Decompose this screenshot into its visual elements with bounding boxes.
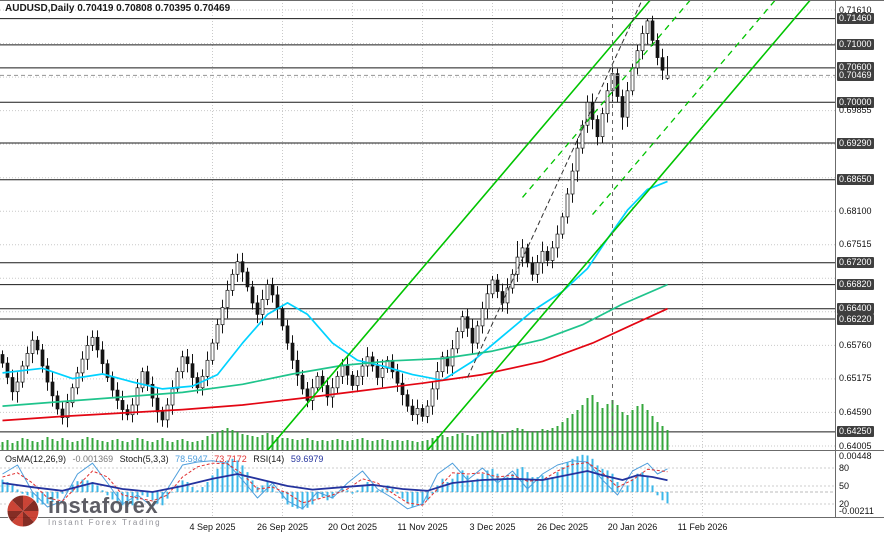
channel-line-lower <box>266 0 652 450</box>
indicator-axis-label: 0.00448 <box>839 450 872 461</box>
ma-mid-green <box>2 283 668 407</box>
price-axis-label: 0.64590 <box>839 406 872 417</box>
time-axis-label: 4 Sep 2025 <box>189 522 236 532</box>
price-level-label: 0.64250 <box>837 426 874 438</box>
time-axis-label: 11 Nov 2025 <box>397 522 448 532</box>
price-level-label: 0.66400 <box>837 303 874 315</box>
stoch-k-value: 78.5947 <box>175 454 208 464</box>
price-level-label: 0.69290 <box>837 137 874 149</box>
rsi-label: RSI(14) <box>253 454 285 464</box>
osma-histogram <box>1 454 669 510</box>
price-level-label: 0.71000 <box>837 39 874 51</box>
stoch-label: Stoch(5,3,3) <box>119 454 169 464</box>
price-axis-label: 0.67515 <box>839 239 872 250</box>
price-level-label: 0.70600 <box>837 62 874 74</box>
price-axis-label: 0.65175 <box>839 373 872 384</box>
volume-histogram <box>1 395 669 450</box>
price-axis[interactable]: 0.71610 0.71460 0.71000 0.70600 0.70469 0.700… <box>836 0 884 541</box>
time-axis-label: 3 Dec 2025 <box>469 522 516 532</box>
time-axis-label: 11 Feb 2026 <box>677 522 728 532</box>
channel-dashed-1 <box>522 0 692 198</box>
price-axis-label: 0.71610 <box>839 4 872 15</box>
time-axis-label: 20 Jan 2026 <box>607 522 658 532</box>
price-level-label: 0.70469 <box>837 69 874 81</box>
price-level-label: 0.66220 <box>837 313 874 325</box>
ma-slow-red <box>2 307 668 422</box>
indicator-axis-label: 20 <box>839 498 850 509</box>
main-plot-area[interactable] <box>0 0 835 450</box>
instaforex-watermark: instaforex Instant Forex Trading <box>6 494 161 528</box>
rsi-line <box>2 470 668 493</box>
rsi-value: 59.6979 <box>290 454 324 464</box>
price-axis-label: 0.64005 <box>839 440 872 451</box>
price-axis-label: 0.68100 <box>839 205 872 216</box>
watermark-subtitle: Instant Forex Trading <box>48 518 162 527</box>
instaforex-logo-icon <box>6 494 40 528</box>
time-axis-label: 26 Sep 2025 <box>256 522 309 532</box>
channel-line-upper <box>426 0 812 450</box>
indicator-axis-label: 50 <box>839 480 850 491</box>
stochastic-k-line <box>2 460 668 510</box>
candlesticks <box>0 15 670 428</box>
channel-dashed-2 <box>592 0 777 216</box>
time-axis-label: 26 Dec 2025 <box>536 522 589 532</box>
indicator-header: OsMA(12,26,9) -0.001369 Stoch(5,3,3) 78.… <box>5 454 327 464</box>
indicator-axis-label: 80 <box>839 462 850 473</box>
chart-symbol-title: AUDUSD,Daily 0.70419 0.70808 0.70395 0.7… <box>5 3 231 14</box>
osma-label: OsMA(12,26,9) <box>5 454 67 464</box>
price-axis-label: 0.69855 <box>839 105 872 116</box>
watermark-brand: instaforex <box>48 493 159 518</box>
time-axis-label: 20 Oct 2025 <box>327 522 378 532</box>
inner-trendline <box>467 0 643 378</box>
price-level-label: 0.70000 <box>837 96 874 108</box>
price-level-label: 0.68650 <box>837 174 874 186</box>
price-level-label: 0.67200 <box>837 257 874 269</box>
indicator-axis-label: -0.00211 <box>839 505 874 516</box>
level-lines <box>0 18 835 433</box>
price-level-label: 0.71460 <box>837 13 874 25</box>
stochastic-d-line <box>2 462 668 506</box>
price-axis-label: 0.65760 <box>839 339 872 350</box>
time-axis[interactable]: 4 Sep 2025 26 Sep 2025 20 Oct 2025 11 Nov 2… <box>0 520 836 541</box>
stoch-d-value: 73.7172 <box>214 454 247 464</box>
price-level-label: 0.66820 <box>837 279 874 291</box>
ma-fast-cyan <box>2 180 668 390</box>
osma-value: -0.001369 <box>72 454 114 464</box>
indicator-plot-area <box>0 452 835 517</box>
